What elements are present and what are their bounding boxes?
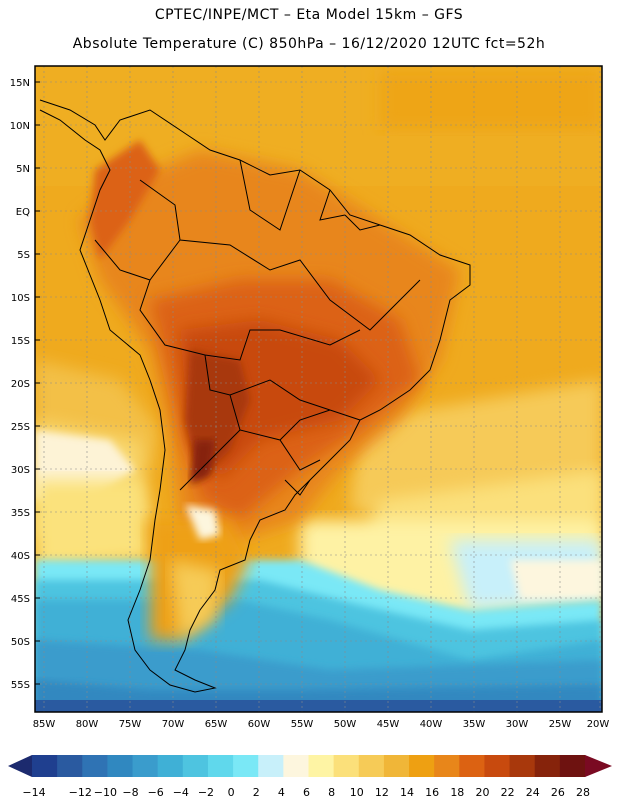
latitude-label: 5N bbox=[16, 164, 30, 175]
longitude-label: 85W bbox=[33, 719, 56, 730]
colorbar-swatch bbox=[258, 755, 284, 777]
longitude-label: 40W bbox=[420, 719, 443, 730]
longitude-label: 30W bbox=[506, 719, 529, 730]
colorbar-swatch bbox=[32, 755, 58, 777]
colorbar-swatch bbox=[358, 755, 385, 777]
colorbar-label: −8 bbox=[122, 786, 138, 799]
colorbar-label: 6 bbox=[303, 786, 310, 799]
colorbar-swatch bbox=[233, 755, 259, 777]
colorbar-swatch bbox=[434, 755, 460, 777]
coastlines bbox=[39, 99, 471, 693]
colorbar-label: −12 bbox=[69, 786, 92, 799]
longitude-label: 75W bbox=[119, 719, 142, 730]
colorbar-label: 0 bbox=[228, 786, 235, 799]
latitude-label: 15S bbox=[11, 336, 30, 347]
longitude-label: 20W bbox=[587, 719, 610, 730]
latitude-label: 10N bbox=[10, 121, 30, 132]
longitude-label: 65W bbox=[205, 719, 228, 730]
colorbar: −14 −12 −10 −8 −6 −4 −2 0 2 4 6 8 10 12 14 16 18 20 22 24 26… bbox=[8, 755, 612, 799]
colorbar-swatch bbox=[559, 755, 586, 777]
colorbar-label: 18 bbox=[450, 786, 464, 799]
colorbar-label: 22 bbox=[501, 786, 515, 799]
latitude-label: 15N bbox=[10, 78, 30, 89]
latitude-label: 30S bbox=[11, 465, 30, 476]
colorbar-label: −2 bbox=[198, 786, 214, 799]
colorbar-swatch bbox=[308, 755, 335, 777]
latitude-label: 5S bbox=[17, 250, 30, 261]
colorbar-label: 16 bbox=[425, 786, 439, 799]
colorbar-swatch bbox=[383, 755, 410, 777]
colorbar-label: 20 bbox=[475, 786, 489, 799]
colorbar-swatch bbox=[107, 755, 134, 777]
colorbar-label: −10 bbox=[94, 786, 117, 799]
title-line-2: Absolute Temperature (C) 850hPa – 16/12/… bbox=[72, 36, 546, 52]
latitude-label: 45S bbox=[11, 594, 30, 605]
colorbar-label: 24 bbox=[526, 786, 540, 799]
longitude-label: 55W bbox=[291, 719, 314, 730]
colorbar-low-triangle bbox=[8, 755, 32, 777]
colorbar-swatch bbox=[132, 755, 159, 777]
colorbar-label: 12 bbox=[375, 786, 389, 799]
colorbar-swatch bbox=[333, 755, 360, 777]
colorbar-label: −6 bbox=[148, 786, 164, 799]
colorbar-label: 28 bbox=[576, 786, 590, 799]
longitude-labels: 85W 80W 75W 70W 65W 60W 55W 50W 45W 40W 35W 30W 25W 2… bbox=[33, 719, 610, 730]
latitude-label: 50S bbox=[11, 637, 30, 648]
latitude-label: 55S bbox=[11, 680, 30, 691]
latitude-label: 35S bbox=[11, 508, 30, 519]
colorbar-label: 2 bbox=[253, 786, 260, 799]
latitude-label: EQ bbox=[16, 207, 30, 218]
colorbar-high-triangle bbox=[585, 755, 612, 777]
title-line-1: CPTEC/INPE/MCT – Eta Model 15km – GFS bbox=[154, 7, 464, 23]
longitude-label: 60W bbox=[248, 719, 271, 730]
map-frame bbox=[34, 65, 603, 713]
latitude-label: 20S bbox=[11, 379, 30, 390]
colorbar-swatch bbox=[409, 755, 435, 777]
colorbar-swatch bbox=[283, 755, 309, 777]
longitude-label: 80W bbox=[76, 719, 99, 730]
latitude-label: 40S bbox=[11, 551, 30, 562]
colorbar-label: −4 bbox=[173, 786, 189, 799]
colorbar-swatch bbox=[534, 755, 561, 777]
colorbar-label: −14 bbox=[22, 786, 45, 799]
colorbar-swatch bbox=[157, 755, 184, 777]
colorbar-swatch bbox=[509, 755, 536, 777]
colorbar-swatch bbox=[484, 755, 511, 777]
latitude-labels: 15N 10N 5N EQ 5S 10S 15S 20S 25S 30S 35S 40S 45S 50S 5… bbox=[10, 78, 40, 691]
colorbar-label: 14 bbox=[400, 786, 414, 799]
colorbar-label: 26 bbox=[551, 786, 565, 799]
longitude-label: 70W bbox=[162, 719, 185, 730]
colorbar-label: 10 bbox=[350, 786, 364, 799]
longitude-label: 35W bbox=[463, 719, 486, 730]
latitude-label: 10S bbox=[11, 293, 30, 304]
colorbar-swatch bbox=[459, 755, 485, 777]
colorbar-label: 8 bbox=[328, 786, 335, 799]
colorbar-swatch bbox=[82, 755, 108, 777]
colorbar-swatch bbox=[207, 755, 234, 777]
colorbar-swatch bbox=[182, 755, 209, 777]
colorbar-label: 4 bbox=[278, 786, 285, 799]
longitude-label: 25W bbox=[549, 719, 572, 730]
latitude-label: 25S bbox=[11, 422, 30, 433]
longitude-label: 50W bbox=[334, 719, 357, 730]
colorbar-swatch bbox=[57, 755, 83, 777]
longitude-label: 45W bbox=[377, 719, 400, 730]
temperature-field bbox=[35, 66, 602, 712]
